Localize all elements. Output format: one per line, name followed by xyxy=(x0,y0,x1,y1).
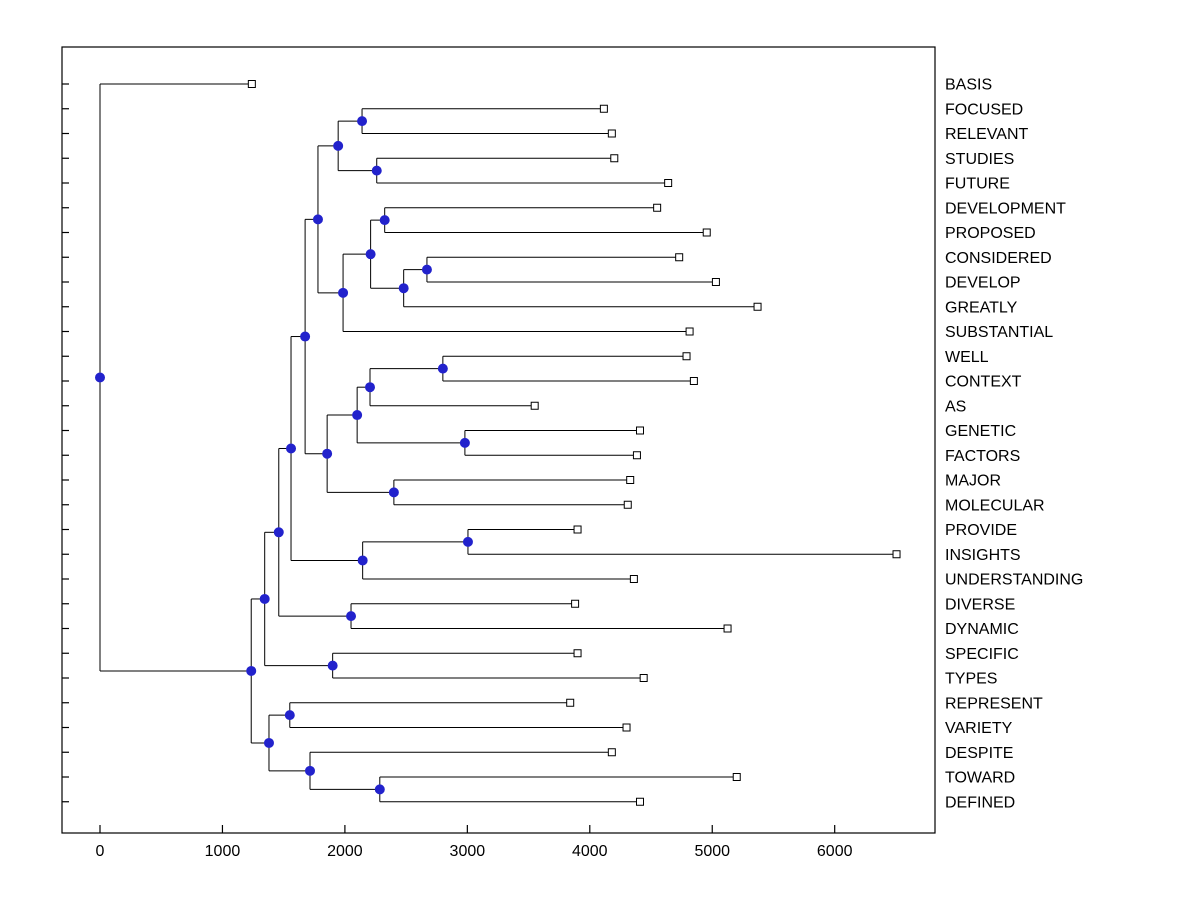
leaf-label: UNDERSTANDING xyxy=(945,572,1083,589)
internal-node-marker xyxy=(352,410,363,421)
internal-node-marker xyxy=(462,536,473,547)
leaf-label: GREATLY xyxy=(945,299,1018,316)
leaf-label: MOLECULAR xyxy=(945,497,1045,514)
internal-node-marker xyxy=(371,165,382,176)
internal-node-marker xyxy=(374,784,385,795)
leaf-marker xyxy=(623,500,632,509)
internal-node-marker xyxy=(357,555,368,566)
leaf-label: DIVERSE xyxy=(945,596,1015,613)
internal-node-marker xyxy=(346,611,357,622)
x-tick-label: 4000 xyxy=(572,843,608,860)
leaf-label: TOWARD xyxy=(945,770,1015,787)
x-tick-label: 2000 xyxy=(327,843,363,860)
leaf-label: CONSIDERED xyxy=(945,250,1052,267)
leaf-label: DESPITE xyxy=(945,745,1013,762)
leaf-label: DEFINED xyxy=(945,794,1015,811)
leaf-label: GENETIC xyxy=(945,423,1016,440)
leaf-label: FACTORS xyxy=(945,448,1020,465)
leaf-label: PROPOSED xyxy=(945,225,1036,242)
internal-node-marker xyxy=(365,249,376,260)
leaf-label: DEVELOPMENT xyxy=(945,200,1066,217)
internal-node-marker xyxy=(95,372,105,383)
plot-border xyxy=(61,46,936,834)
internal-node-marker xyxy=(312,214,323,225)
leaf-marker xyxy=(622,723,631,732)
leaf-marker xyxy=(702,228,711,237)
internal-node-marker xyxy=(273,527,284,538)
leaf-marker xyxy=(711,278,720,286)
leaf-marker xyxy=(610,154,619,163)
leaf-marker xyxy=(753,302,762,311)
x-tick-label: 0 xyxy=(96,843,105,860)
leaf-label: PROVIDE xyxy=(945,522,1017,539)
internal-node-marker xyxy=(263,737,274,748)
leaf-marker xyxy=(573,649,582,658)
leaf-marker xyxy=(530,401,539,410)
leaf-label: WELL xyxy=(945,349,989,366)
internal-node-marker xyxy=(357,116,368,127)
x-tick-label: 6000 xyxy=(817,843,853,860)
leaf-label: CONTEXT xyxy=(945,374,1022,391)
leaf-label: REPRESENT xyxy=(945,695,1043,712)
internal-node-marker xyxy=(322,448,333,459)
internal-node-marker xyxy=(398,283,409,294)
leaf-marker xyxy=(636,426,645,435)
leaf-label: RELEVANT xyxy=(945,126,1029,143)
leaf-label: DEVELOP xyxy=(945,275,1021,292)
leaf-marker xyxy=(892,550,901,559)
leaf-label: SPECIFIC xyxy=(945,646,1019,663)
leaf-marker xyxy=(664,179,673,187)
x-tick-label: 1000 xyxy=(205,843,241,860)
leaf-label: VARIETY xyxy=(945,720,1013,737)
leaf-marker xyxy=(247,80,256,88)
leaf-marker xyxy=(653,203,662,212)
internal-node-marker xyxy=(333,140,344,151)
leaf-marker xyxy=(732,773,741,781)
leaf-marker xyxy=(685,327,694,336)
leaf-label: DYNAMIC xyxy=(945,621,1019,638)
internal-node-marker xyxy=(379,215,390,226)
leaf-label: AS xyxy=(945,398,966,415)
leaf-label: INSIGHTS xyxy=(945,547,1021,564)
x-tick-label: 5000 xyxy=(694,843,730,860)
internal-node-marker xyxy=(388,487,399,498)
internal-node-marker xyxy=(437,363,448,374)
internal-node-marker xyxy=(338,287,349,298)
leaf-marker xyxy=(607,129,616,138)
leaf-label: STUDIES xyxy=(945,151,1014,168)
leaf-marker xyxy=(573,525,582,534)
leaf-label: TYPES xyxy=(945,671,997,688)
leaf-marker xyxy=(599,104,608,113)
internal-node-marker xyxy=(286,443,297,454)
internal-node-marker xyxy=(284,710,295,721)
internal-node-marker xyxy=(421,264,432,275)
leaf-marker xyxy=(571,599,580,608)
internal-node-marker xyxy=(305,765,316,776)
x-tick-label: 3000 xyxy=(450,843,486,860)
leaf-label: MAJOR xyxy=(945,473,1001,490)
leaf-label: FOCUSED xyxy=(945,101,1023,118)
internal-node-marker xyxy=(327,660,338,671)
leaf-marker xyxy=(689,377,698,385)
leaf-marker xyxy=(632,451,641,460)
leaf-marker xyxy=(607,748,616,757)
leaf-marker xyxy=(675,253,684,262)
leaf-marker xyxy=(566,698,575,707)
leaf-marker xyxy=(639,674,648,682)
internal-node-marker xyxy=(259,593,270,604)
leaf-marker xyxy=(682,352,691,361)
leaf-marker xyxy=(723,624,732,633)
internal-node-marker xyxy=(459,437,470,448)
leaf-marker xyxy=(626,476,635,484)
leaf-label: BASIS xyxy=(945,77,992,94)
internal-node-marker xyxy=(246,665,257,676)
internal-node-marker xyxy=(365,382,376,393)
internal-node-marker xyxy=(300,331,311,342)
leaf-label: FUTURE xyxy=(945,176,1010,193)
leaf-label: SUBSTANTIAL xyxy=(945,324,1053,341)
leaf-marker xyxy=(636,797,645,806)
leaf-marker xyxy=(629,575,638,583)
